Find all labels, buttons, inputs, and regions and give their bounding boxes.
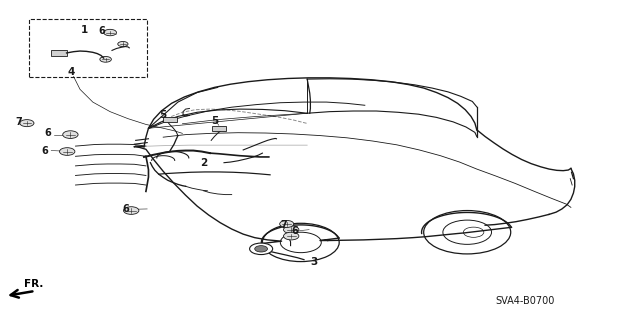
Circle shape bbox=[118, 41, 128, 47]
Bar bbox=[212, 126, 226, 131]
Circle shape bbox=[255, 246, 268, 252]
Circle shape bbox=[104, 29, 116, 36]
Text: 7: 7 bbox=[16, 117, 22, 127]
Circle shape bbox=[284, 232, 299, 240]
Text: 1: 1 bbox=[81, 25, 88, 35]
Text: FR.: FR. bbox=[24, 279, 44, 289]
Text: 6: 6 bbox=[291, 226, 298, 236]
Text: 7: 7 bbox=[281, 219, 287, 230]
Circle shape bbox=[280, 220, 294, 227]
Circle shape bbox=[63, 131, 78, 138]
Text: 6: 6 bbox=[122, 204, 129, 214]
Bar bbox=[163, 117, 177, 122]
Text: 5: 5 bbox=[211, 115, 218, 126]
Text: SVA4-B0700: SVA4-B0700 bbox=[495, 296, 554, 307]
Circle shape bbox=[124, 207, 139, 214]
Text: 4: 4 bbox=[68, 67, 76, 77]
Circle shape bbox=[284, 226, 299, 234]
Circle shape bbox=[60, 148, 75, 155]
Bar bbox=[51, 50, 67, 56]
Text: 3: 3 bbox=[310, 257, 317, 267]
Text: 6: 6 bbox=[45, 128, 51, 138]
Circle shape bbox=[100, 56, 111, 62]
Text: 5: 5 bbox=[159, 110, 167, 121]
Text: 6: 6 bbox=[99, 26, 105, 36]
Circle shape bbox=[250, 243, 273, 255]
Text: 6: 6 bbox=[42, 145, 48, 156]
Text: 2: 2 bbox=[200, 158, 207, 168]
Circle shape bbox=[20, 120, 34, 127]
